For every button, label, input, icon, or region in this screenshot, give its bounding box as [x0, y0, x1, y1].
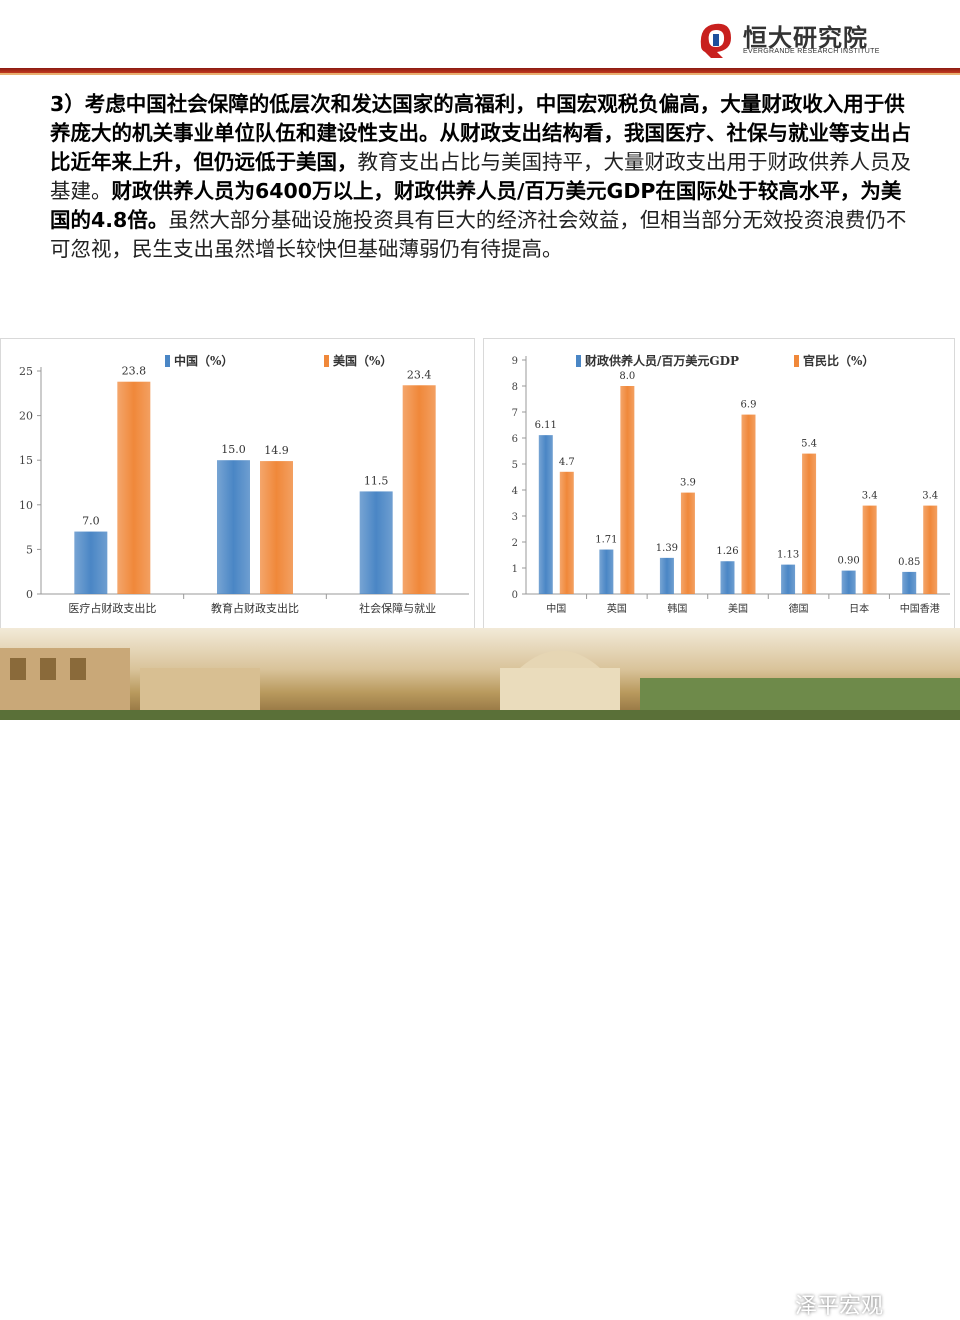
data-label: 4.7 [559, 457, 575, 468]
y-tick-label: 7 [512, 408, 518, 419]
body-paragraph: 3）考虑中国社会保障的低层次和发达国家的高福利，中国宏观税负偏高，大量财政收入用… [50, 90, 920, 264]
data-label: 1.13 [777, 550, 799, 561]
y-tick-label: 3 [512, 512, 518, 523]
data-label: 1.26 [716, 546, 738, 557]
bar [117, 381, 151, 594]
legend-label: 美国（%） [333, 353, 392, 368]
y-tick-label: 0 [26, 588, 33, 601]
bar [74, 531, 108, 594]
data-label: 0.90 [838, 556, 860, 567]
bar [260, 461, 293, 594]
paragraph-normal-2: 虽然大部分基础设施投资具有巨大的经济社会效益，但相当部分无效投资浪费仍不可忽视，… [50, 208, 907, 261]
y-tick-label: 1 [512, 564, 518, 575]
bar [862, 505, 877, 594]
x-category-label: 美国 [728, 602, 748, 615]
chart-spending-share-svg: 中国（%） 美国（%） 0 5 10 15 20 25 7.0 23.8 医疗占财政支出比 15.0 1… [19, 353, 469, 615]
bar [359, 491, 393, 594]
data-label: 6.11 [535, 420, 557, 431]
y-tick-label: 0 [512, 590, 518, 601]
y-tick-label: 2 [512, 538, 518, 549]
data-label: 3.4 [862, 491, 878, 502]
bar [217, 460, 250, 594]
bar [620, 386, 635, 594]
bar [659, 557, 674, 594]
chart-spending-share: 中国（%） 美国（%） 0 5 10 15 20 25 7.0 23.8 医疗占财政支出比 15.0 1… [0, 338, 475, 630]
legend-swatch [165, 355, 170, 367]
legend-label: 中国（%） [174, 353, 233, 368]
chart-civil-servants: 财政供养人员/百万美元GDP 官民比（%） 0 1 2 3 4 5 6 7 8 9 6.11 4.7 中国 1… [483, 338, 955, 630]
header: 恒大研究院 EVERGRANDE RESEARCH INSTITUTE [0, 0, 960, 72]
y-tick-label: 6 [512, 434, 518, 445]
data-label: 14.9 [264, 444, 289, 457]
data-label: 8.0 [619, 371, 635, 382]
paragraph-bold-2: 财政供养人员为6400万以上，财政供养人员/百万美元GDP在国际处于较高水平，为… [50, 179, 902, 232]
legend-label: 财政供养人员/百万美元GDP [584, 353, 739, 368]
footer-banner: 泽平宏观 [0, 628, 960, 1319]
data-label: 23.4 [407, 368, 432, 381]
data-label: 1.71 [595, 535, 617, 546]
brand-name-en: EVERGRANDE RESEARCH INSTITUTE [743, 48, 880, 55]
x-category-label: 英国 [607, 602, 627, 615]
data-label: 15.0 [221, 443, 246, 456]
header-divider-accent [0, 73, 960, 75]
x-category-label: 韩国 [667, 602, 687, 615]
bar [680, 492, 695, 594]
bar [402, 385, 436, 594]
brand-name-cn: 恒大研究院 [743, 24, 868, 52]
y-tick-label: 20 [19, 410, 33, 423]
bar [741, 414, 756, 594]
bar [902, 571, 917, 594]
x-category-label: 医疗占财政支出比 [68, 601, 156, 615]
data-label: 1.39 [656, 543, 678, 554]
header-divider [0, 68, 960, 73]
data-label: 7.0 [82, 515, 100, 528]
watermark-text: 泽平宏观 [795, 1294, 884, 1319]
bar [599, 549, 614, 594]
bar [559, 471, 574, 594]
y-tick-label: 10 [19, 499, 33, 512]
x-category-label: 教育占财政支出比 [211, 601, 299, 615]
y-tick-label: 15 [19, 454, 33, 467]
legend-swatch [794, 355, 799, 367]
bar [720, 561, 735, 594]
bar [538, 435, 553, 594]
data-label: 0.85 [898, 557, 920, 568]
brand-logo: 恒大研究院 EVERGRANDE RESEARCH INSTITUTE [693, 16, 893, 64]
legend-swatch [324, 355, 329, 367]
y-tick-label: 5 [26, 543, 33, 556]
y-tick-label: 4 [512, 486, 518, 497]
data-label: 3.9 [680, 478, 696, 489]
bar [781, 564, 796, 594]
bar [841, 570, 856, 594]
x-category-label: 中国 [546, 602, 566, 615]
paragraph-normal-1: 教育支出占比与美国持平，大量财政支出用于财政供养人员及基建。 [50, 150, 911, 203]
data-label: 23.8 [122, 365, 147, 378]
x-category-label: 德国 [789, 602, 809, 615]
y-tick-label: 25 [19, 365, 33, 378]
data-label: 5.4 [801, 439, 817, 450]
y-tick-label: 5 [512, 460, 518, 471]
data-label: 3.4 [922, 491, 938, 502]
paragraph-bold-1: 3）考虑中国社会保障的低层次和发达国家的高福利，中国宏观税负偏高，大量财政收入用… [50, 92, 911, 174]
footer-buildings-illustration [0, 648, 960, 720]
bar [923, 505, 938, 594]
chart-civil-servants-svg: 财政供养人员/百万美元GDP 官民比（%） 0 1 2 3 4 5 6 7 8 9 6.11 4.7 中国 1… [512, 353, 950, 615]
x-category-label: 社会保障与就业 [359, 601, 436, 615]
evergrande-logo-icon [700, 23, 731, 58]
legend-swatch [576, 355, 581, 367]
data-label: 6.9 [741, 400, 757, 411]
legend-label: 官民比（%） [803, 353, 874, 368]
x-category-label: 中国香港 [900, 602, 940, 615]
bar [802, 453, 817, 594]
data-label: 11.5 [364, 474, 389, 487]
y-tick-label: 9 [512, 356, 518, 367]
y-tick-label: 8 [512, 382, 518, 393]
x-category-label: 日本 [849, 602, 869, 615]
